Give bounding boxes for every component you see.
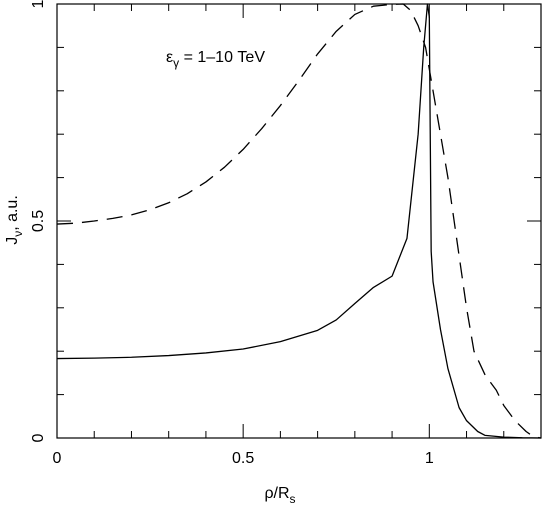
y-tick-label: 0 (30, 433, 47, 442)
energy-annotation: εγ = 1–10 TeV (166, 49, 265, 70)
x-axis-title: ρ/Rs (264, 485, 295, 506)
y-tick-label: 1 (30, 0, 47, 8)
annotation-subscript: γ (173, 56, 179, 70)
series-layer (56, 3, 542, 439)
y-axis-title-tail: , a.u. (4, 195, 21, 231)
x-tick-label: 0 (53, 450, 62, 467)
y-axis-title-main: J (4, 237, 21, 245)
dashed-series-line (56, 3, 542, 439)
annotation-symbol: ε (166, 49, 173, 66)
solid-series-line (56, 3, 542, 439)
x-tick-label: 1 (425, 450, 434, 467)
tick-labels: 0 0.5 1 0 0.5 1 (30, 0, 434, 467)
x-tick-label: 0.5 (232, 450, 254, 467)
y-tick-label: 0.5 (30, 210, 47, 232)
y-axis-title-sub: ν (11, 231, 25, 237)
axis-ticks (56, 3, 542, 439)
x-axis-title-main: ρ/R (264, 485, 289, 502)
plot-frame (56, 3, 542, 439)
annotation-text: = 1–10 TeV (179, 49, 265, 66)
y-axis-title: Jν, a.u. (4, 195, 25, 245)
x-axis-title-sub: s (290, 492, 296, 506)
